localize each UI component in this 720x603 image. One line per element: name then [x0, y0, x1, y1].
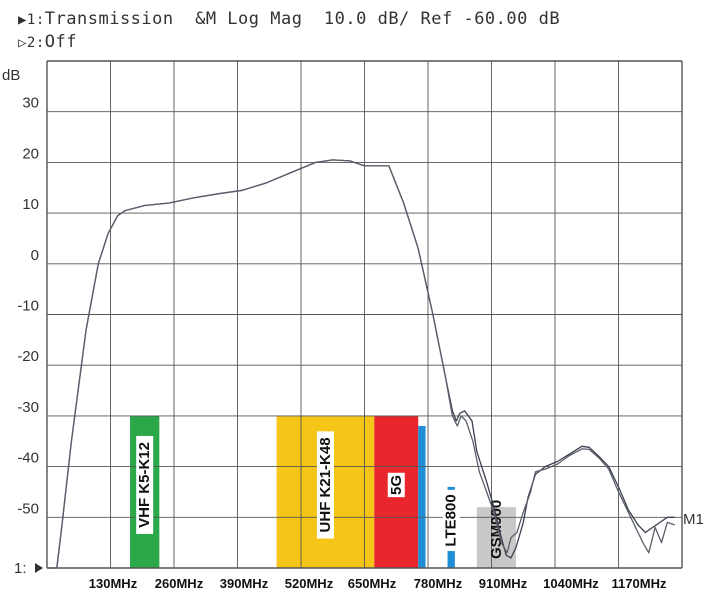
trace1-text: Transmission &M Log Mag 10.0 dB/ Ref -60…	[44, 9, 561, 29]
band-label-bg-1	[316, 431, 334, 539]
y-tick-label: 30	[22, 95, 39, 112]
band-label-bg-0	[136, 435, 154, 534]
x-tick-label: 1040MHz	[543, 576, 599, 591]
x-tick-label: 780MHz	[414, 576, 463, 591]
x-tick-label: 520MHz	[285, 576, 334, 591]
y-tick-label: -30	[17, 399, 39, 416]
y-tick-label: 0	[31, 247, 39, 264]
trace-line-1	[47, 159, 675, 569]
y-tick-label: -10	[17, 298, 39, 315]
x-tick-label: 260MHz	[155, 576, 204, 591]
trace1-marker: ▶1:	[18, 12, 45, 28]
x-tick-label: 130MHz	[89, 576, 138, 591]
x-tick-label: 390MHz	[220, 576, 269, 591]
trace2-marker: ▷2:	[18, 35, 45, 51]
trace2-text: Off	[44, 32, 78, 52]
band-3	[418, 426, 426, 568]
y-tick-label: 10	[22, 196, 39, 213]
band-label-2: 5G	[388, 475, 405, 495]
y-tick-label: 20	[22, 145, 39, 162]
band-label-bg-2	[387, 472, 405, 498]
y-tick-label: -20	[17, 348, 39, 365]
y-tick-label: -50	[17, 500, 39, 517]
band-label-0: VHF K5-K12	[136, 442, 153, 528]
band-label-bg-4	[442, 489, 460, 552]
band-label-5: GSM900	[488, 500, 505, 559]
x-tick-label: 910MHz	[479, 576, 528, 591]
y-axis-label: dB	[2, 67, 20, 84]
grid-layer	[46, 60, 683, 569]
band-label-4: LTE800	[443, 494, 460, 546]
x-tick-label: 650MHz	[348, 576, 397, 591]
trace1-header: ▶1:Transmission &M Log Mag 10.0 dB/ Ref …	[18, 9, 560, 29]
trace2-header: ▷2:Off	[18, 32, 77, 52]
x-tick-label: 1170MHz	[612, 576, 667, 591]
ref-label: 1:	[14, 560, 27, 577]
y-tick-label: -40	[17, 450, 39, 467]
trace-layer	[47, 159, 675, 569]
ref-arrow-icon	[35, 563, 43, 573]
band-label-1: UHF K21-K48	[317, 437, 334, 532]
band-label-layer: VHF K5-K12 UHF K21-K48 5G LTE800 GSM900	[136, 431, 505, 559]
marker-label: M1	[683, 511, 704, 528]
